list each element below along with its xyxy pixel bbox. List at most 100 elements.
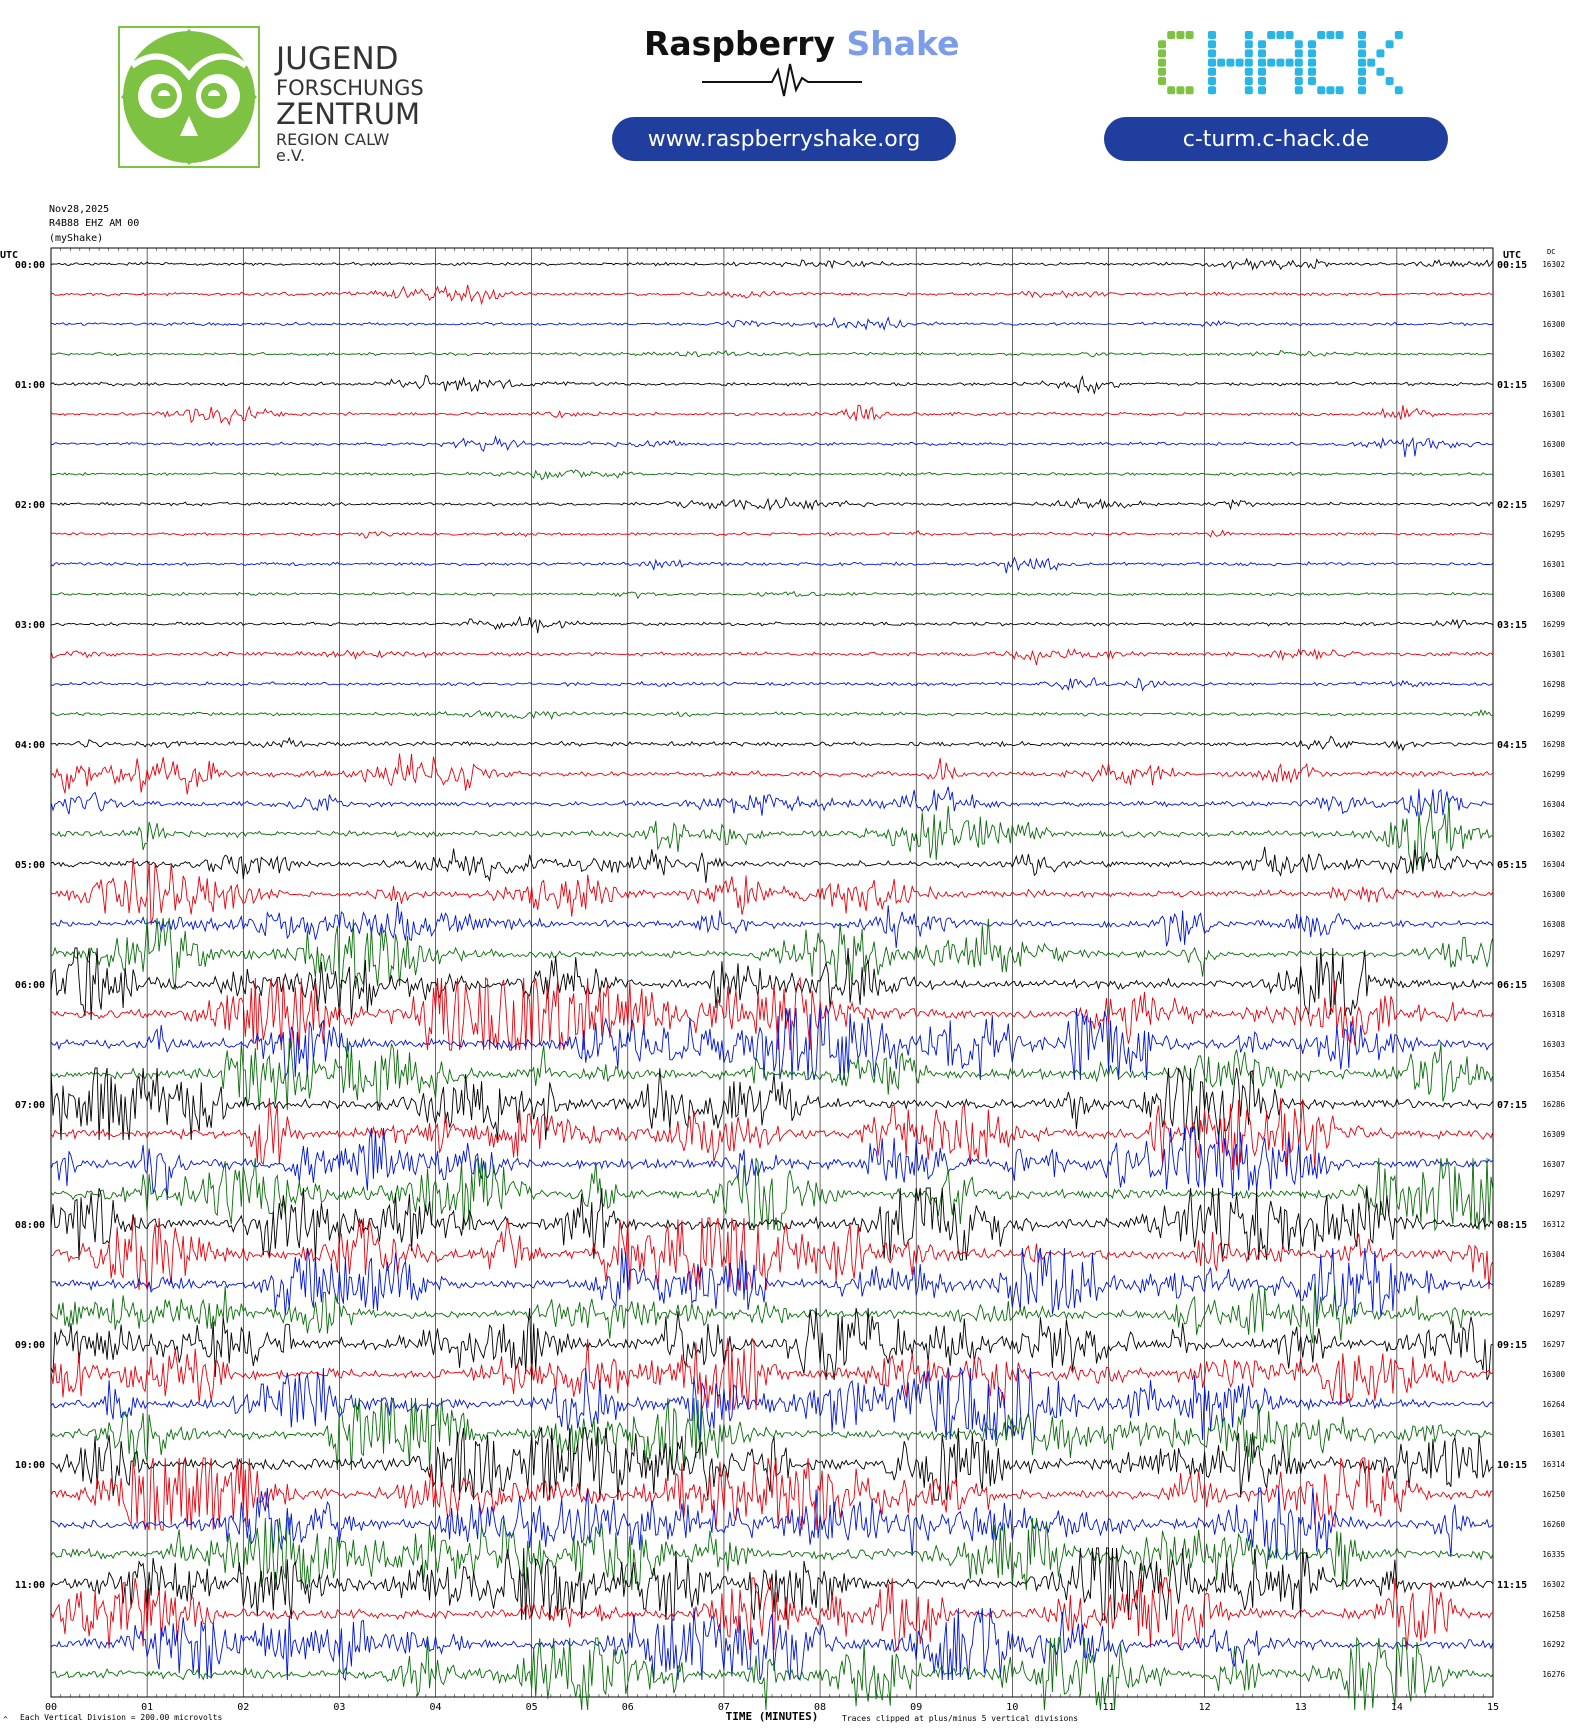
raspberry-shake-logo: Raspberry Shake bbox=[612, 22, 960, 102]
x-tick-label: 02 bbox=[237, 1702, 249, 1713]
chack-url[interactable]: c-turm.c-hack.de bbox=[1104, 117, 1448, 161]
dc-value: 16295 bbox=[1542, 530, 1565, 539]
trace-line bbox=[50, 1307, 1494, 1381]
trace-line bbox=[50, 1547, 1494, 1621]
trace-line bbox=[50, 1366, 1494, 1441]
chack-logo-dot bbox=[1285, 31, 1294, 39]
trace-line bbox=[50, 708, 1494, 721]
chack-logo-dot bbox=[1358, 67, 1366, 76]
chack-logo-dot bbox=[1335, 31, 1344, 39]
right-hour-label: 04:15 bbox=[1497, 740, 1527, 751]
x-tick-label: 07 bbox=[718, 1702, 730, 1713]
trace-line bbox=[50, 1636, 1494, 1711]
trace-line bbox=[50, 615, 1494, 634]
dc-value: 16302 bbox=[1542, 260, 1565, 269]
x-tick-label: 12 bbox=[1199, 1702, 1211, 1713]
dc-value: 16289 bbox=[1542, 1280, 1565, 1289]
x-tick-label: 09 bbox=[910, 1702, 922, 1713]
dc-value: 16300 bbox=[1542, 1370, 1565, 1379]
chack-logo-dot bbox=[1294, 86, 1303, 95]
x-tick-label: 15 bbox=[1487, 1702, 1499, 1713]
chack-logo-dot bbox=[1208, 40, 1216, 49]
right-hour-label: 05:15 bbox=[1497, 860, 1527, 871]
trace-line bbox=[50, 469, 1494, 481]
raspberry-shake-url[interactable]: www.raspberryshake.org bbox=[612, 117, 956, 161]
dc-value: 16276 bbox=[1542, 1670, 1565, 1679]
chack-logo-dot bbox=[1167, 31, 1176, 39]
seismograph-wave-icon bbox=[702, 63, 862, 97]
right-hour-label: 09:15 bbox=[1497, 1340, 1527, 1351]
chack-logo-dot bbox=[1258, 58, 1266, 67]
plot-frame bbox=[50, 247, 1494, 1698]
x-axis-label: TIME (MINUTES) bbox=[726, 1710, 819, 1723]
right-hour-label: 08:15 bbox=[1497, 1220, 1527, 1231]
dc-value: 16298 bbox=[1542, 680, 1565, 689]
chack-logo-dot bbox=[1294, 49, 1303, 58]
chack-logo-dot bbox=[1208, 49, 1216, 58]
chack-logo-dot bbox=[1226, 58, 1235, 67]
chack-logo-dot bbox=[1308, 40, 1316, 49]
trace-line bbox=[50, 1127, 1494, 1201]
chack-logo-dot bbox=[1244, 31, 1253, 39]
trace-line bbox=[50, 1337, 1494, 1411]
chack-logo-dot bbox=[1358, 58, 1366, 67]
chack-logo-dot bbox=[1385, 40, 1394, 49]
left-hour-label: 08:00 bbox=[15, 1220, 45, 1231]
right-hour-label: 02:15 bbox=[1497, 500, 1527, 511]
chack-logo-dot bbox=[1308, 67, 1316, 76]
chart-station: R4B88 EHZ AM 00 bbox=[49, 218, 140, 229]
trace-line bbox=[50, 435, 1494, 458]
right-hour-label: 03:15 bbox=[1497, 620, 1527, 631]
jfz-line-2: FORSCHUNGS bbox=[276, 76, 424, 100]
trace-line bbox=[50, 349, 1494, 358]
x-tick-label: 14 bbox=[1391, 1702, 1403, 1713]
chack-logo-dot bbox=[1294, 40, 1303, 49]
right-hour-label: 11:15 bbox=[1497, 1580, 1527, 1591]
chack-logo-dot bbox=[1158, 49, 1166, 58]
trace-line bbox=[50, 917, 1494, 991]
chack-logo-dot bbox=[1244, 67, 1253, 76]
trace-line bbox=[50, 846, 1494, 883]
chart-date: Nov28,2025 bbox=[49, 204, 110, 215]
chack-logo-dot bbox=[1285, 58, 1294, 67]
chack-logo-dot bbox=[1294, 77, 1303, 85]
dc-label: DC bbox=[1547, 248, 1555, 256]
chack-logo-dot bbox=[1376, 49, 1385, 58]
rs-word-1: Raspberry bbox=[644, 24, 836, 63]
dc-value: 16335 bbox=[1542, 1550, 1565, 1559]
chack-logo-dot bbox=[1308, 58, 1316, 67]
dc-value: 16318 bbox=[1542, 1010, 1565, 1019]
chack-logo-dot bbox=[1208, 58, 1216, 67]
trace-line bbox=[50, 797, 1494, 871]
trace-line bbox=[50, 375, 1494, 394]
dc-value: 16312 bbox=[1542, 1220, 1565, 1229]
chack-logo-dot bbox=[1176, 31, 1185, 39]
trace-line bbox=[50, 590, 1494, 600]
owl-icon bbox=[118, 26, 260, 168]
dc-value: 16307 bbox=[1542, 1160, 1565, 1169]
left-hour-label: 04:00 bbox=[15, 740, 45, 751]
chack-logo-dot bbox=[1185, 86, 1194, 95]
dc-value: 16299 bbox=[1542, 710, 1565, 719]
trace-line bbox=[50, 857, 1494, 925]
chack-logo-dot bbox=[1358, 49, 1366, 58]
dc-value: 16260 bbox=[1542, 1520, 1565, 1529]
dc-value: 16302 bbox=[1542, 1580, 1565, 1589]
chack-logo-dot bbox=[1158, 67, 1166, 76]
trace-line bbox=[50, 1156, 1494, 1232]
dc-value: 16300 bbox=[1542, 590, 1565, 599]
dc-value: 16301 bbox=[1542, 290, 1565, 299]
dc-value: 16304 bbox=[1542, 1250, 1565, 1259]
jfz-logo: JUGEND FORSCHUNGS ZENTRUM REGION CALW e.… bbox=[118, 26, 424, 168]
dc-value: 16301 bbox=[1542, 1430, 1565, 1439]
left-hour-label: 10:00 bbox=[15, 1460, 45, 1471]
left-utc-label: UTC bbox=[0, 250, 18, 261]
dc-value: 16297 bbox=[1542, 950, 1565, 959]
dc-value: 16300 bbox=[1542, 440, 1565, 449]
x-tick-label: 01 bbox=[141, 1702, 153, 1713]
trace-line bbox=[50, 404, 1494, 426]
right-hour-label: 01:15 bbox=[1497, 380, 1527, 391]
chack-logo-dot bbox=[1244, 40, 1253, 49]
chart-network: (myShake) bbox=[49, 233, 104, 244]
chack-logo-dot bbox=[1294, 67, 1303, 76]
